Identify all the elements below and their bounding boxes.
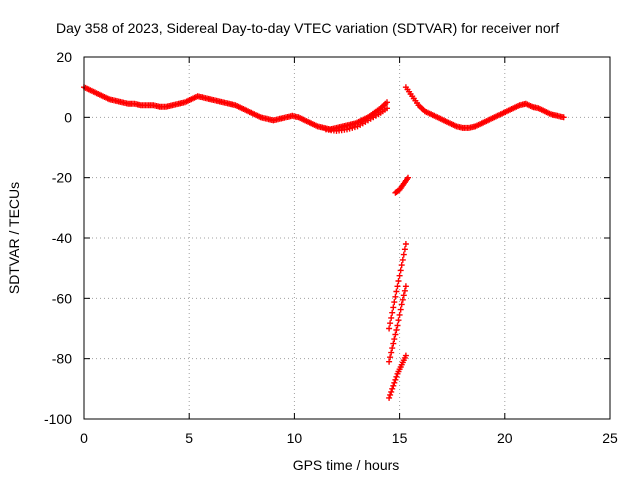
data-point bbox=[386, 325, 393, 332]
data-point bbox=[398, 301, 405, 308]
data-point bbox=[393, 327, 400, 333]
data-point bbox=[388, 349, 395, 356]
y-tick-label: -60 bbox=[52, 290, 72, 306]
chart-title: Day 358 of 2023, Sidereal Day-to-day VTE… bbox=[56, 20, 559, 36]
data-point bbox=[386, 394, 393, 401]
data-point bbox=[388, 388, 395, 395]
data-point bbox=[397, 306, 404, 313]
data-series bbox=[402, 84, 567, 131]
data-point bbox=[394, 283, 401, 290]
y-axis-title: SDTVAR / TECUs bbox=[6, 182, 22, 294]
y-tick-label: -20 bbox=[52, 170, 72, 186]
x-tick-label: 5 bbox=[185, 430, 193, 446]
y-tick-label: 0 bbox=[64, 109, 72, 125]
data-point bbox=[387, 320, 394, 327]
data-point bbox=[400, 251, 407, 258]
x-tick-label: 10 bbox=[287, 430, 303, 446]
data-point bbox=[392, 376, 399, 383]
data-point bbox=[389, 309, 396, 316]
axis-ticks: 0 5 10 15 20 25 -100 -80 -60 -40 -20 0 20 bbox=[44, 49, 618, 446]
data-point bbox=[399, 296, 406, 303]
data-point bbox=[560, 114, 567, 121]
y-tick-label: -40 bbox=[52, 230, 72, 246]
data-point bbox=[389, 385, 396, 392]
data-point bbox=[393, 288, 400, 295]
data-point bbox=[400, 292, 407, 299]
data-point bbox=[396, 311, 403, 318]
data-point bbox=[402, 283, 409, 290]
data-point bbox=[384, 99, 390, 106]
data-series bbox=[386, 352, 409, 401]
data-point bbox=[405, 174, 411, 181]
data-point bbox=[390, 340, 397, 347]
data-point bbox=[401, 246, 408, 253]
data-point bbox=[388, 314, 395, 321]
data-series bbox=[392, 174, 411, 196]
data-point bbox=[395, 278, 402, 284]
data-point bbox=[397, 267, 404, 274]
data-point bbox=[390, 382, 397, 389]
y-tick-label: -80 bbox=[52, 351, 72, 367]
data-series bbox=[323, 105, 390, 134]
data-point bbox=[390, 304, 397, 311]
data-point bbox=[398, 262, 405, 269]
x-tick-label: 0 bbox=[80, 430, 88, 446]
data-point bbox=[402, 352, 409, 359]
data-point bbox=[396, 272, 403, 279]
data-point bbox=[393, 373, 400, 380]
data-point bbox=[402, 241, 409, 247]
data-points bbox=[81, 84, 567, 401]
data-point bbox=[394, 322, 401, 329]
x-tick-label: 20 bbox=[497, 430, 513, 446]
data-point bbox=[391, 299, 398, 306]
data-point bbox=[389, 345, 396, 352]
data-point bbox=[387, 391, 394, 398]
data-point bbox=[391, 379, 398, 386]
data-point bbox=[392, 331, 399, 338]
data-series bbox=[386, 283, 409, 365]
data-point bbox=[386, 358, 393, 365]
x-axis-title: GPS time / hours bbox=[293, 457, 400, 473]
grid-lines bbox=[84, 57, 610, 419]
data-point bbox=[399, 256, 406, 263]
data-point bbox=[401, 287, 408, 294]
data-point bbox=[387, 354, 394, 361]
x-tick-label: 15 bbox=[392, 430, 408, 446]
data-point bbox=[395, 317, 402, 324]
plot-frame bbox=[83, 56, 611, 420]
data-point bbox=[384, 105, 390, 112]
data-point bbox=[392, 293, 399, 300]
y-tick-label: -100 bbox=[44, 411, 72, 427]
data-series bbox=[386, 241, 409, 332]
data-series bbox=[81, 84, 390, 133]
x-tick-label: 25 bbox=[602, 430, 618, 446]
y-tick-label: 20 bbox=[56, 49, 72, 65]
data-point bbox=[391, 336, 398, 343]
